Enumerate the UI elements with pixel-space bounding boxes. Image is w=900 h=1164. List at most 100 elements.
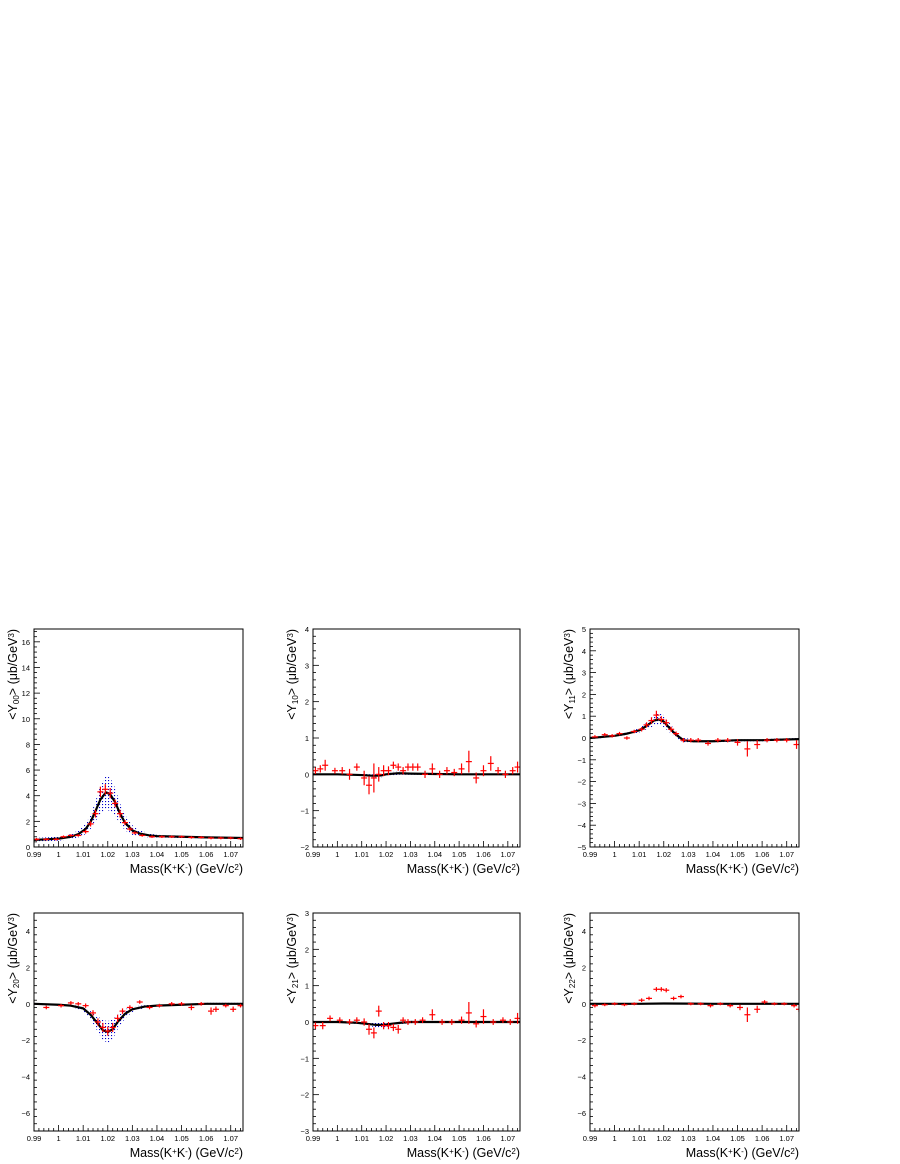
data-point [422, 770, 429, 778]
x-tick-label: 1.07 [223, 1134, 238, 1143]
label-part: 21 [291, 979, 300, 988]
y-tick-label: 0 [582, 734, 586, 743]
x-tick-label: 0.99 [583, 1134, 598, 1143]
data-point [695, 738, 702, 743]
data-point [796, 1006, 799, 1013]
y-tick-label: 0 [582, 1000, 586, 1009]
label-part: Mass(K [686, 1146, 729, 1160]
data-point [395, 763, 402, 771]
data-point [390, 1023, 397, 1032]
x-tick-label: 1.02 [656, 850, 671, 859]
x-tick-label: 1.06 [755, 850, 770, 859]
data-point [663, 719, 670, 727]
data-point [104, 1026, 111, 1036]
label-part: ) [795, 1146, 799, 1160]
data-point [117, 809, 124, 818]
data-point [480, 765, 487, 777]
data-point [717, 1002, 724, 1006]
y-tick-label: 0 [26, 843, 30, 852]
y-tick-label: 4 [26, 792, 30, 801]
data-point [53, 838, 60, 841]
data-point [58, 1003, 65, 1008]
label-part: 2 [790, 863, 795, 872]
data-point [658, 716, 665, 723]
data-point [99, 1022, 106, 1032]
data-point [648, 717, 655, 724]
data-point [136, 1000, 143, 1004]
y-tick-label: 12 [22, 689, 30, 698]
label-part: 2 [790, 1147, 795, 1156]
data-point [458, 1016, 465, 1024]
x-tick-label: 1.01 [632, 1134, 647, 1143]
label-part: K [733, 1146, 742, 1160]
uncertainty-band [34, 775, 243, 842]
data-point [82, 829, 89, 834]
y-tick-label: −4 [21, 1073, 30, 1082]
data-point [97, 786, 104, 797]
label-part: - [741, 1147, 744, 1156]
x-tick-label: 1.02 [379, 850, 394, 859]
data-point [126, 827, 133, 831]
data-point [353, 763, 360, 771]
y-axis-label: <Y21> (μb/GeV3) [285, 913, 300, 1004]
label-part: ) (GeV/c [188, 862, 235, 876]
data-point [208, 1007, 215, 1015]
y-tick-label: −2 [300, 843, 309, 852]
y-tick-label: 1 [305, 982, 309, 991]
x-tick-label: 0.99 [27, 850, 42, 859]
data-point [616, 731, 623, 736]
label-part: <Y [285, 703, 299, 719]
data-point [714, 738, 721, 743]
y-tick-label: 4 [582, 927, 586, 936]
data-point [67, 1001, 74, 1005]
data-point [67, 834, 74, 837]
x-axis-label: Mass(K+K-) (GeV/c2) [130, 862, 243, 876]
data-point [638, 998, 645, 1003]
data-point [754, 1005, 761, 1013]
x-tick-label: 0.99 [583, 850, 598, 859]
y-tick-label: −3 [300, 1127, 309, 1136]
x-tick-label: 0.99 [306, 850, 321, 859]
y-tick-label: 0 [305, 1018, 309, 1027]
data-point [178, 835, 185, 839]
axes-frame [589, 628, 800, 848]
label-part: 3 [286, 917, 295, 922]
uncertainty-band [34, 1002, 243, 1043]
y-tick-label: 4 [582, 647, 586, 656]
data-point [744, 741, 751, 757]
data-point [727, 1003, 734, 1008]
data-point [646, 996, 653, 1001]
y-tick-label: 4 [26, 927, 30, 936]
label-part: - [185, 863, 188, 872]
panel-3: 0.99 1 1.01 1.02 1.03 1.04 1.05 1.06 1.07 −5 −4 −3 −… [562, 625, 800, 876]
data-point [208, 836, 215, 840]
label-part: + [172, 863, 177, 872]
y-tick-label: −2 [21, 1036, 30, 1045]
label-part: <Y [562, 703, 576, 719]
label-part: ) [516, 862, 520, 876]
x-tick-label: 1.01 [354, 1134, 369, 1143]
data-point [400, 1017, 407, 1024]
label-part: <Y [285, 987, 299, 1003]
x-tick-label: 1.04 [150, 1134, 165, 1143]
x-tick-label: 1.04 [706, 1134, 721, 1143]
label-part: ) (GeV/c [744, 1146, 791, 1160]
y-tick-label: −2 [300, 1091, 309, 1100]
label-part: ) [285, 629, 299, 633]
data-point [502, 770, 509, 778]
plot-area [313, 1002, 520, 1039]
data-point [112, 799, 119, 808]
label-part: + [449, 863, 454, 872]
data-point [385, 1022, 392, 1030]
x-tick-label: 1.07 [501, 850, 516, 859]
y-axis-label: <Y22> (μb/GeV3) [562, 913, 577, 1004]
x-tick-label: 0.99 [306, 1134, 321, 1143]
data-point [601, 1003, 608, 1007]
label-part: K [733, 862, 742, 876]
label-part: K [454, 1146, 463, 1160]
x-tick-label: 1 [335, 1134, 339, 1143]
plot-area [313, 750, 520, 795]
data-point [458, 763, 465, 775]
data-point [495, 767, 502, 775]
data-point [156, 1003, 163, 1008]
